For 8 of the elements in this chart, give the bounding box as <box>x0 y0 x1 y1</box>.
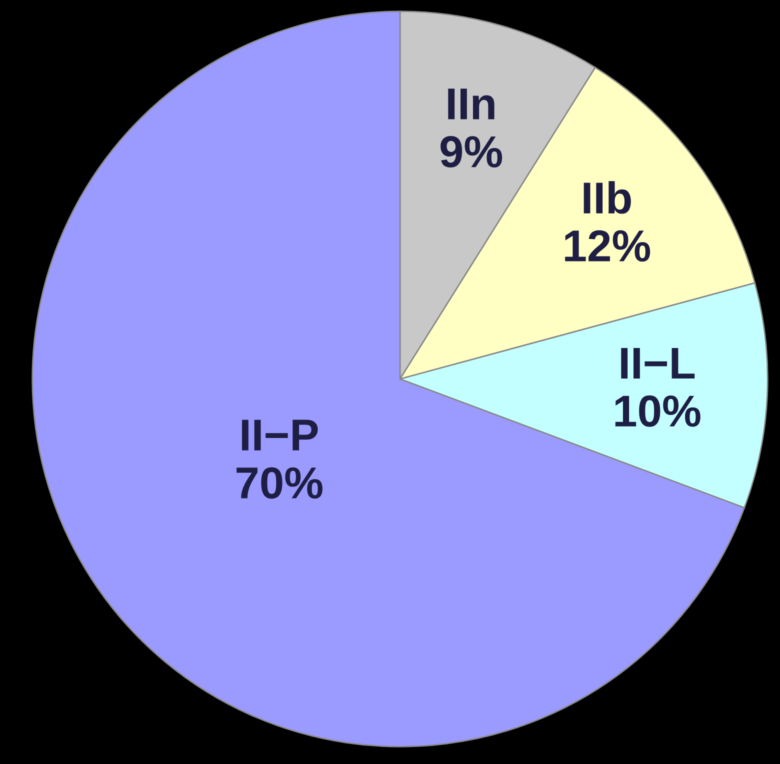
data-label: 10% <box>615 395 700 427</box>
slice-label: II−P <box>242 420 318 450</box>
slice-label: IIb <box>584 181 631 214</box>
slice-label: II−L <box>621 348 695 379</box>
data-label: 70% <box>236 467 322 499</box>
data-label: 9% <box>440 136 502 168</box>
data-label: 12% <box>565 230 650 262</box>
slice-label: IIn <box>448 88 494 120</box>
